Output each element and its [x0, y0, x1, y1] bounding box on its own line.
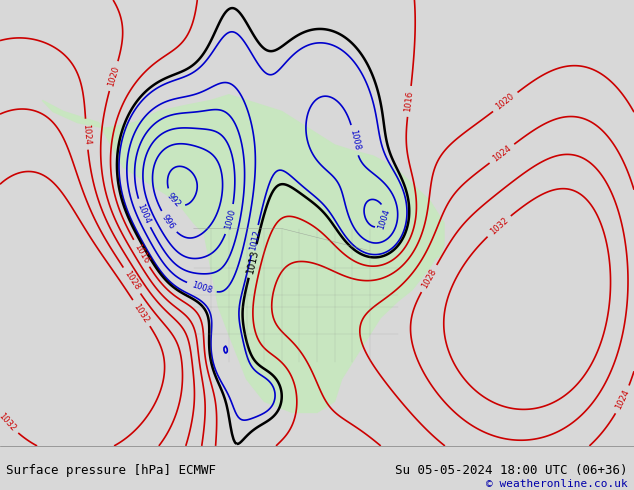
Text: 1024: 1024: [81, 123, 92, 145]
Text: © weatheronline.co.uk: © weatheronline.co.uk: [486, 479, 628, 489]
Text: 1024: 1024: [614, 388, 631, 411]
Text: 1004: 1004: [377, 208, 392, 231]
Text: 1016: 1016: [133, 242, 151, 265]
Text: 1008: 1008: [348, 129, 361, 151]
Text: 1004: 1004: [136, 202, 152, 225]
Text: 992: 992: [165, 191, 183, 209]
Text: Su 05-05-2024 18:00 UTC (06+36): Su 05-05-2024 18:00 UTC (06+36): [395, 464, 628, 477]
Text: Surface pressure [hPa] ECMWF: Surface pressure [hPa] ECMWF: [6, 464, 216, 477]
Text: 1013: 1013: [245, 248, 260, 274]
Text: 996: 996: [160, 213, 177, 231]
Text: 1016: 1016: [404, 90, 415, 112]
Text: 1028: 1028: [122, 270, 141, 292]
Text: 1012: 1012: [248, 229, 261, 251]
Text: 1000: 1000: [223, 208, 237, 230]
Text: 1020: 1020: [107, 65, 121, 87]
Text: 1028: 1028: [420, 267, 438, 290]
Text: 1024: 1024: [491, 144, 513, 164]
Text: 1032: 1032: [132, 302, 151, 324]
Text: 1032: 1032: [488, 216, 510, 237]
Text: 1032: 1032: [0, 411, 18, 433]
Text: 1008: 1008: [190, 280, 213, 295]
Text: 1020: 1020: [495, 92, 516, 112]
Polygon shape: [42, 95, 444, 413]
Polygon shape: [380, 184, 444, 262]
